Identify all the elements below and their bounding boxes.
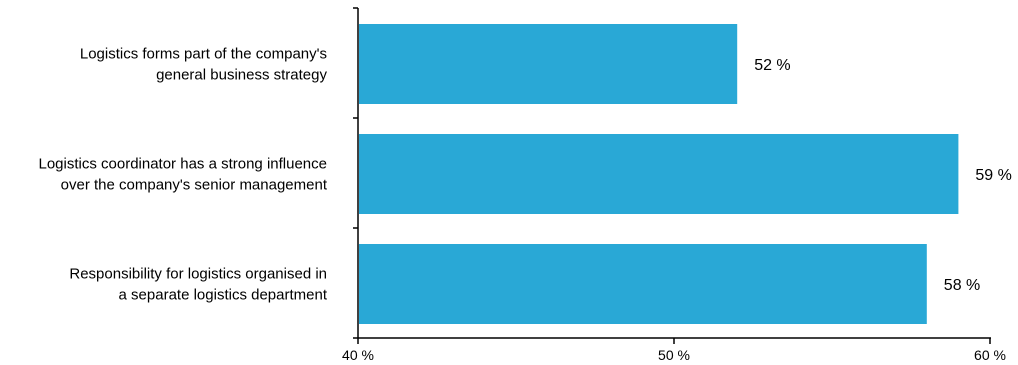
category-label-3-line-1: Responsibility for logistics organised i… [69, 266, 327, 283]
category-label-2-line-1: Logistics coordinator has a strong influ… [38, 156, 327, 173]
value-label-3: 58 % [944, 277, 980, 294]
value-label-1: 52 % [754, 57, 790, 74]
category-label-1-line-2: general business strategy [156, 67, 327, 84]
bar-2 [359, 134, 959, 214]
value-label-2: 59 % [975, 167, 1011, 184]
bar-1 [359, 24, 738, 104]
x-tick-label-1: 40 % [342, 347, 374, 363]
x-tick-label-3: 60 % [974, 347, 1006, 363]
bars-group [359, 24, 959, 324]
bar-3 [359, 244, 927, 324]
category-label-2-line-2: over the company's senior management [61, 177, 328, 194]
category-label-1-line-1: Logistics forms part of the company's [80, 46, 327, 63]
x-tick-label-2: 50 % [658, 347, 690, 363]
value-labels-group: 52 % 59 % 58 % [754, 57, 1012, 294]
category-label-3-line-2: a separate logistics department [119, 287, 328, 304]
category-labels-group: Logistics forms part of the company's gen… [38, 46, 327, 304]
axes-group: 40 % 50 % 60 % [342, 7, 1006, 363]
